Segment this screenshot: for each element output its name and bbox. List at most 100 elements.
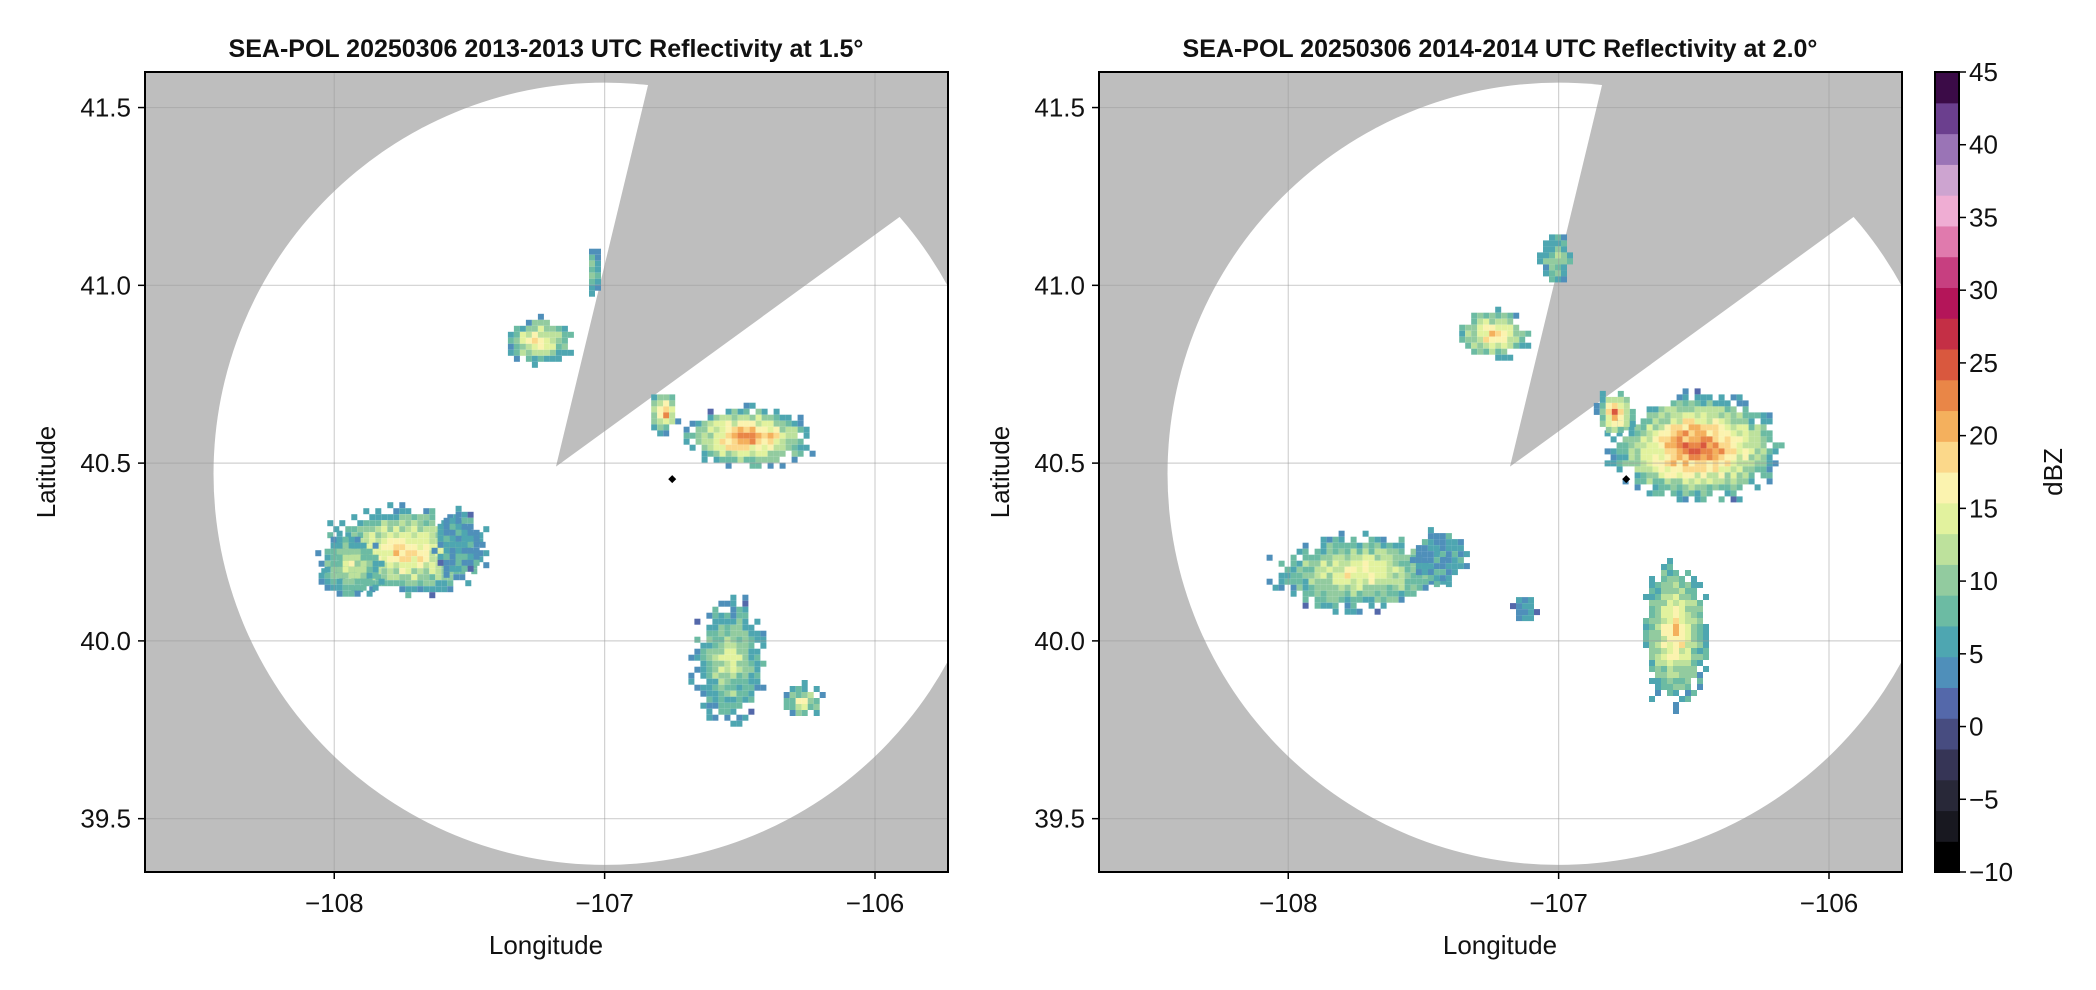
echo-pixel [1652,406,1659,413]
echo-pixel [443,559,450,566]
echo-pixel [724,666,731,673]
echo-pixel [1344,590,1351,597]
echo-pixel [1350,608,1357,615]
echo-pixel [375,580,382,587]
echo-pixel [1760,442,1767,449]
echo-pixel [1374,542,1381,549]
echo-pixel [724,618,731,625]
echo-pixel [700,666,707,673]
echo-pixel [1629,408,1636,415]
echo-pixel [561,331,568,338]
echo-pixel [1706,460,1713,467]
echo-pixel [393,568,400,575]
echo-pixel [1507,354,1514,361]
echo-pixel [1640,478,1647,485]
echo-pixel [1326,584,1333,591]
echo-pixel [1640,472,1647,479]
echo-pixel [1673,636,1679,642]
echo-pixel [1634,484,1641,491]
echo-pixel [773,432,780,439]
echo-pixel [348,572,355,579]
echo-pixel [1703,654,1709,660]
echo-pixel [785,426,792,433]
echo-pixel [748,630,755,637]
echo-pixel [718,684,725,691]
echo-pixel [785,432,792,439]
y-tick-label: 39.5 [1034,804,1085,834]
echo-pixel [719,414,726,421]
echo-pixel [725,450,732,457]
echo-pixel [1691,582,1697,588]
echo-pixel [749,414,756,421]
echo-pixel [1718,430,1725,437]
echo-pixel [1356,584,1363,591]
echo-pixel [1649,666,1655,672]
echo-pixel [1605,426,1612,433]
echo-pixel [1655,666,1661,672]
echo-pixel [1703,630,1709,636]
echo-pixel [1398,578,1405,585]
echo-pixel [1457,539,1464,546]
echo-pixel [1748,466,1755,473]
echo-pixel [1308,566,1315,573]
echo-pixel [1439,545,1446,552]
panel-1-ylabel: Latitude [31,426,61,519]
echo-pixel [1673,570,1679,576]
echo-pixel [755,450,762,457]
echo-pixel [549,343,556,350]
echo-pixel [1427,551,1434,558]
echo-pixel [712,636,719,643]
echo-pixel [1278,584,1285,591]
echo-pixel [1433,545,1440,552]
echo-pixel [1646,490,1653,497]
echo-pixel [1664,436,1671,443]
echo-pixel [718,618,725,625]
echo-pixel [1661,582,1667,588]
echo-pixel [742,594,749,601]
echo-pixel [789,692,796,698]
echo-pixel [730,600,737,607]
echo-cell [1593,390,1636,433]
echo-pixel [1697,636,1703,642]
echo-pixel [1706,418,1713,425]
echo-pixel [737,450,744,457]
echo-pixel [1652,412,1659,419]
echo-pixel [736,654,743,661]
echo-pixel [1422,584,1429,591]
echo-pixel [595,278,601,285]
panel-2-ylabel: Latitude [985,426,1015,519]
echo-pixel [381,526,388,533]
echo-pixel [1724,400,1731,407]
echo-pixel [1374,596,1381,603]
echo-pixel [712,624,719,631]
echo-pixel [1706,394,1713,401]
echo-pixel [1688,406,1695,413]
echo-pixel [1724,430,1731,437]
echo-pixel [1599,408,1606,415]
echo-pixel [366,590,373,597]
echo-pixel [683,426,690,433]
echo-pixel [455,523,462,530]
echo-pixel [1338,530,1345,537]
echo-pixel [1605,402,1612,409]
echo-pixel [1616,460,1623,467]
echo-pixel [1706,478,1713,485]
echo-pixel [437,553,444,560]
echo-pixel [1616,430,1623,437]
echo-pixel [1519,330,1526,337]
echo-pixel [537,355,544,362]
echo-pixel [1667,666,1673,672]
echo-pixel [801,692,808,698]
echo-pixel [718,630,725,637]
echo-pixel [1700,424,1707,431]
echo-pixel [1640,424,1647,431]
colorbar-swatch [1935,472,1959,504]
echo-pixel [795,710,802,716]
echo-pixel [1730,406,1737,413]
echo-pixel [411,550,418,557]
echo-pixel [1748,448,1755,455]
echo-pixel [1706,400,1713,407]
echo-pixel [1543,252,1549,259]
echo-pixel [1682,478,1689,485]
echo-pixel [1685,654,1691,660]
